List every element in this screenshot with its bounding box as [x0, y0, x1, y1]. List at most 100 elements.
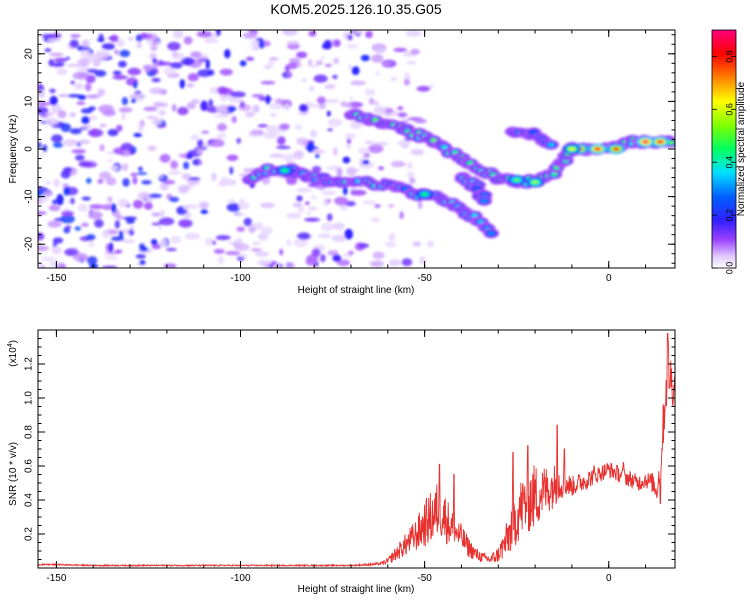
- heatmap-cell: [410, 48, 420, 55]
- heatmap-cell: [178, 153, 189, 158]
- heatmap-cell: [308, 59, 313, 67]
- heatmap-cell: [346, 137, 352, 145]
- heatmap-cell: [401, 258, 413, 267]
- heatmap-y-axis-label: Frequency (Hz): [8, 115, 19, 184]
- x-tick-label: -100: [231, 273, 251, 284]
- x-tick-label: 0: [606, 273, 612, 284]
- y-tick-label: -10: [24, 189, 35, 204]
- heatmap-cell: [225, 251, 241, 256]
- heatmap-cell: [60, 214, 75, 224]
- heatmap-cell: [349, 96, 354, 101]
- heatmap-cell: [215, 235, 231, 241]
- heatmap-cell: [310, 129, 317, 138]
- heatmap-cell: [77, 204, 89, 212]
- heatmap-cell: [77, 58, 90, 67]
- heatmap-cell: [350, 30, 357, 34]
- heatmap-cell: [272, 263, 281, 268]
- heatmap-cell: [212, 240, 217, 246]
- heatmap-cell: [97, 88, 106, 97]
- heatmap-cell: [322, 43, 329, 50]
- heatmap-cell: [397, 140, 411, 146]
- heatmap-cell: [139, 32, 149, 40]
- heatmap-cell: [270, 112, 277, 118]
- y-tick-label: 1.0: [24, 391, 35, 405]
- heatmap-cell: [198, 201, 210, 209]
- heatmap-cell: [131, 98, 137, 103]
- heatmap-cell: [157, 225, 163, 230]
- y-tick-label: 0.2: [24, 527, 35, 541]
- heatmap-cell: [198, 161, 203, 166]
- heatmap-cell: [326, 199, 332, 203]
- heatmap-cell: [151, 243, 162, 250]
- heatmap-cell: [239, 101, 245, 108]
- colorbar-tick-label: 0.4: [724, 156, 734, 169]
- heatmap-cell: [169, 196, 180, 203]
- heatmap-cell: [254, 251, 270, 257]
- heatmap-cell: [369, 260, 384, 267]
- heatmap-cell: [97, 178, 104, 184]
- heatmap-cell: [120, 142, 133, 152]
- y-tick-label: -20: [24, 237, 35, 252]
- heatmap-cell: [151, 118, 163, 126]
- heatmap-cell: [268, 103, 283, 110]
- heatmap-cell: [65, 225, 72, 229]
- heatmap-cell: [147, 39, 154, 46]
- heatmap-cell: [372, 251, 385, 260]
- heatmap-hotspot: [281, 168, 289, 173]
- heatmap-cell: [269, 57, 279, 61]
- heatmap-cell: [130, 172, 138, 178]
- colorbar-tick-label: 0.8: [724, 50, 734, 63]
- heatmap-cell: [251, 45, 260, 51]
- heatmap-cell: [48, 59, 54, 67]
- heatmap-cell: [293, 150, 305, 160]
- heatmap-cell: [73, 83, 84, 90]
- heatmap-cell: [78, 160, 92, 168]
- heatmap-cell: [326, 213, 333, 222]
- heatmap-cell: [285, 239, 292, 246]
- heatmap-cell: [40, 256, 56, 262]
- heatmap-cell: [121, 111, 126, 121]
- heatmap-cell: [350, 80, 366, 86]
- heatmap-cell: [304, 217, 321, 222]
- heatmap-cell: [292, 202, 302, 208]
- heatmap-cell: [72, 71, 89, 80]
- heatmap-cell: [344, 228, 354, 240]
- heatmap-cell: [243, 217, 252, 227]
- heatmap-cell: [51, 134, 63, 143]
- heatmap-cell: [150, 239, 158, 245]
- heatmap-cell: [217, 123, 227, 132]
- heatmap-cell: [332, 39, 341, 47]
- heatmap-cell: [353, 30, 364, 34]
- heatmap-cell: [374, 204, 381, 208]
- heatmap-cell: [112, 70, 122, 76]
- heatmap-cell: [49, 33, 62, 39]
- heatmap-cell: [76, 101, 86, 105]
- heatmap-cell: [116, 124, 123, 132]
- heatmap-cell: [397, 106, 404, 111]
- heatmap-cell: [308, 206, 318, 211]
- heatmap-cell: [297, 111, 309, 116]
- heatmap-cell: [306, 211, 312, 216]
- heatmap-cell: [236, 137, 241, 144]
- heatmap-cell: [385, 241, 396, 248]
- heatmap-cell: [251, 94, 265, 98]
- heatmap-cell: [69, 39, 79, 48]
- heatmap-cell: [375, 70, 380, 77]
- heatmap-cell: [297, 232, 311, 240]
- heatmap-cell: [70, 197, 75, 205]
- heatmap-cell: [229, 166, 234, 175]
- heatmap-cell: [311, 149, 325, 154]
- heatmap-cell: [185, 232, 201, 240]
- heatmap-cell: [57, 110, 67, 119]
- heatmap-cell: [146, 193, 163, 198]
- heatmap-cell: [170, 160, 179, 169]
- heatmap-cell: [188, 177, 201, 181]
- heatmap-cell: [403, 78, 410, 86]
- heatmap-cell: [172, 30, 184, 39]
- heatmap-cell: [160, 209, 165, 218]
- heatmap-cell: [38, 194, 49, 203]
- heatmap-cell: [364, 140, 373, 145]
- heatmap-cell: [282, 153, 295, 162]
- heatmap-cell: [66, 63, 82, 68]
